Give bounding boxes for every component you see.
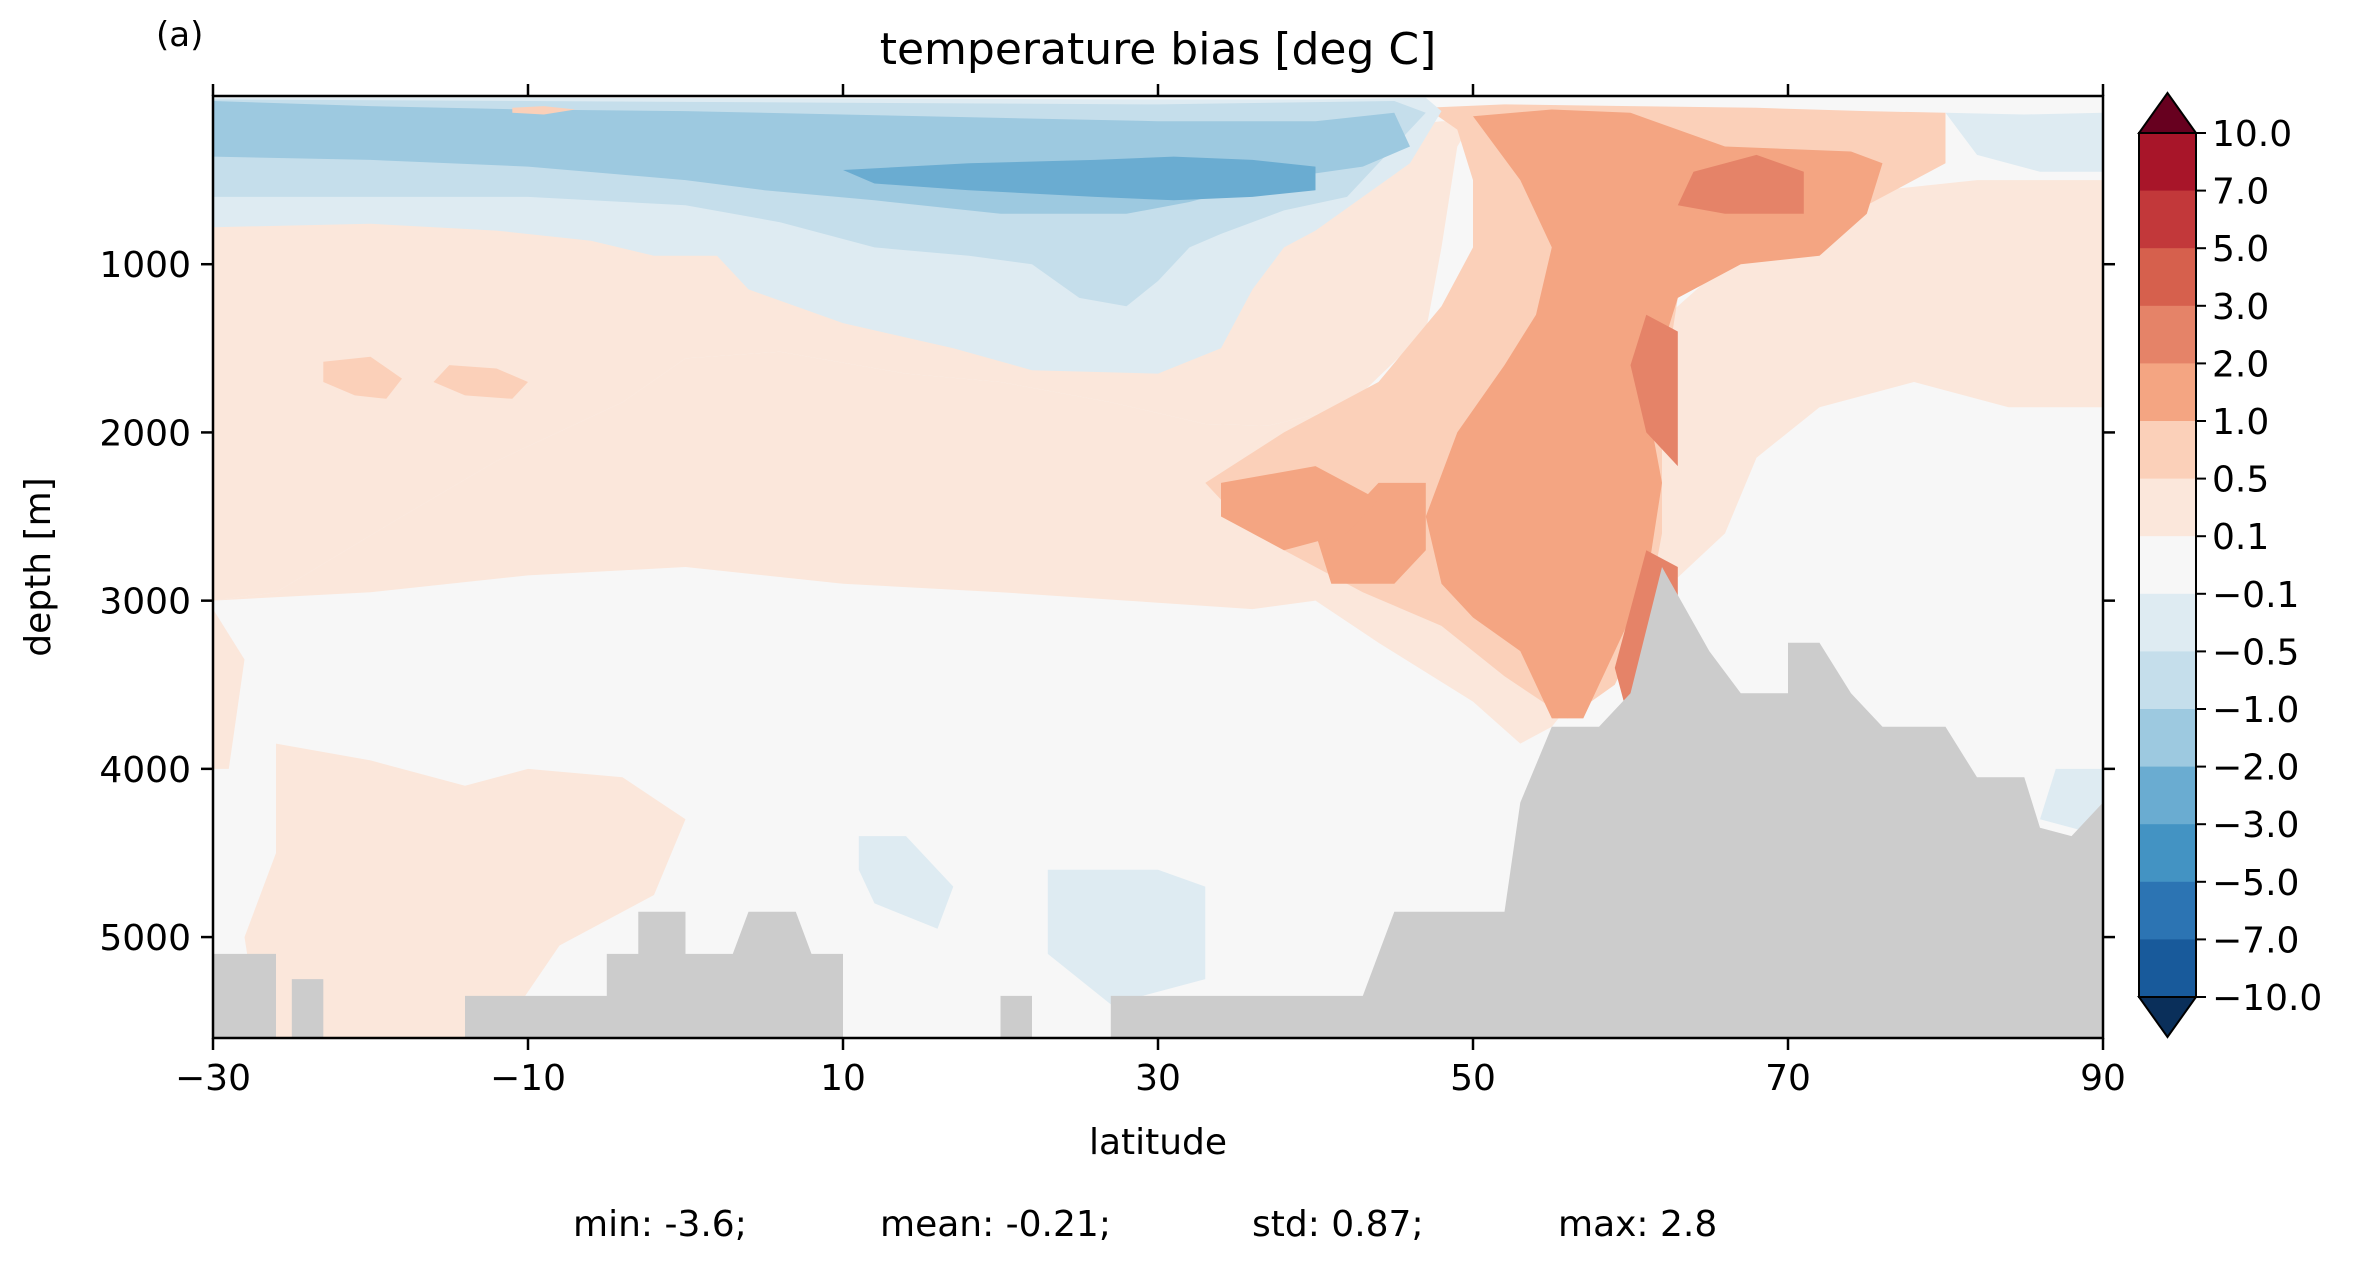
colorbar-label: −1.0 [2212, 690, 2299, 731]
contour-warm-2.0-12 [1630, 314, 1678, 467]
contour-warm-1.0-10 [1221, 466, 1379, 551]
contour-warm-0.5-6 [323, 356, 402, 399]
colorbar-label: −5.0 [2212, 863, 2299, 904]
x-tick-label: 30 [1135, 1058, 1181, 1099]
colorbar-label: 0.1 [2212, 517, 2269, 558]
colorbar-segment [2139, 478, 2196, 537]
x-tick-label: 50 [1450, 1058, 1496, 1099]
colorbar-label: 5.0 [2212, 229, 2269, 270]
colorbar-extend-min [2137, 996, 2198, 1039]
colorbar-label: 10.0 [2212, 114, 2292, 155]
y-tick-label: 5000 [99, 918, 191, 959]
colorbar-segment [2139, 881, 2196, 940]
stat-min: min: -3.6; [573, 1204, 747, 1245]
y-tick-label: 2000 [99, 413, 191, 454]
colorbar-label: 2.0 [2212, 344, 2269, 385]
y-tick-label: 1000 [99, 245, 191, 286]
seafloor [213, 567, 2103, 1038]
contour-cool-2.0-22 [843, 156, 1316, 201]
colorbar: 10.0 7.0 5.0 3.0 2.0 1.0 0.5 0.1 −0.1 −0.5 −1.0 −2.… [2137, 91, 2322, 1039]
colorbar-label: −7.0 [2212, 920, 2299, 961]
stat-mean: mean: -0.21; [880, 1204, 1111, 1245]
contour-cool-0.1-19 [1047, 869, 1206, 1005]
contour-cool-0.1-18 [858, 836, 954, 929]
colorbar-label: −0.5 [2212, 632, 2299, 673]
y-axis: 1000 2000 3000 4000 5000 [99, 245, 2115, 959]
colorbar-segment [2139, 593, 2196, 652]
colorbar-label: 0.5 [2212, 460, 2269, 501]
colorbar-segment [2139, 824, 2196, 883]
y-tick-label: 4000 [99, 750, 191, 791]
colorbar-segment [2139, 363, 2196, 422]
x-axis-label: latitude [1089, 1122, 1227, 1163]
x-tick-label: −10 [490, 1058, 566, 1099]
colorbar-label: 7.0 [2212, 172, 2269, 213]
plot-area [211, 94, 2105, 1040]
colorbar-label: −2.0 [2212, 748, 2299, 789]
colorbar-label: −3.0 [2212, 805, 2299, 846]
contour-warm-1.0-8 [1425, 109, 1883, 719]
stat-std: std: 0.87; [1252, 1204, 1424, 1245]
y-tick-label: 3000 [99, 582, 191, 623]
colorbar-label: 1.0 [2212, 402, 2269, 443]
contour-warm-0.5-7 [433, 365, 528, 399]
seafloor-mask [213, 567, 2103, 1038]
x-axis: −30 −10 10 30 50 70 90 [175, 84, 2126, 1099]
x-tick-label: 90 [2080, 1058, 2126, 1099]
colorbar-segment [2139, 133, 2196, 192]
colorbar-segment [2139, 536, 2196, 595]
colorbar-label: −0.1 [2212, 575, 2299, 616]
chart-title: temperature bias [deg C] [880, 24, 1437, 75]
contour-cool-0.1-16 [1945, 112, 2103, 172]
contour-warm-1.0-9 [1315, 482, 1426, 584]
colorbar-segment [2139, 305, 2196, 364]
contour-warm-0.5-23 [512, 106, 576, 115]
colorbar-segment [2139, 709, 2196, 768]
stats-line: min: -3.6; mean: -0.21; std: 0.87; max: … [573, 1204, 1717, 1245]
colorbar-segment [2139, 766, 2196, 825]
colorbar-label: 3.0 [2212, 287, 2269, 328]
colorbar-label: −10.0 [2212, 978, 2322, 1019]
contour-warm-2.0-11 [1677, 154, 1804, 214]
colorbar-segment [2139, 939, 2196, 998]
x-tick-label: −30 [175, 1058, 251, 1099]
colorbar-extend-max [2137, 91, 2198, 134]
bias-field [213, 97, 2103, 1038]
colorbar-segment [2139, 248, 2196, 307]
x-tick-label: 70 [1765, 1058, 1811, 1099]
stat-max: max: 2.8 [1558, 1204, 1717, 1245]
colorbar-frame [2138, 132, 2197, 998]
colorbar-segment [2139, 651, 2196, 710]
y-axis-label: depth [m] [18, 477, 59, 656]
panel-label: (a) [156, 15, 203, 55]
x-tick-label: 10 [820, 1058, 866, 1099]
contour-warm-0.1-2 [244, 743, 686, 1038]
contour-warm-0.1-1 [213, 609, 245, 769]
colorbar-segment [2139, 421, 2196, 480]
colorbar-segment [2139, 190, 2196, 249]
